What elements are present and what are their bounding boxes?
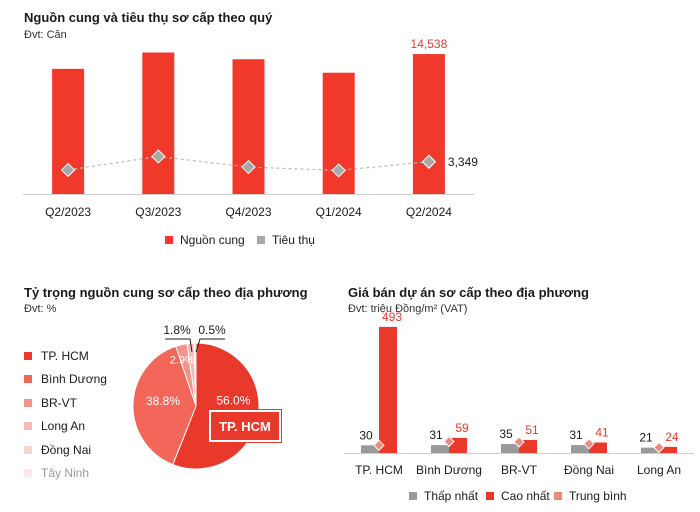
max-price-label: 51 — [525, 423, 539, 437]
x-tick-label: BR-VT — [501, 463, 538, 477]
pie-value-label: 2.9% — [170, 354, 195, 366]
sales-data-label: 3,349 — [448, 155, 478, 169]
pie-legend-label: TP. HCM — [41, 348, 89, 363]
x-tick-label: Q2/2023 — [45, 205, 91, 219]
min-price-label: 31 — [569, 428, 583, 442]
pie-legend-label: BR-VT — [41, 395, 77, 410]
avg-price-point — [513, 436, 525, 448]
pie-legend-swatch — [24, 398, 32, 407]
pie-legend-swatch — [24, 445, 32, 454]
x-tick-label: Q3/2023 — [135, 205, 181, 219]
pie-slice — [132, 345, 197, 466]
pie-value-label: 56.0% — [216, 393, 250, 407]
legend-supply: Nguồn cung — [165, 233, 245, 247]
chart1-title: Nguồn cung và tiêu thụ sơ cấp theo quý — [24, 10, 273, 25]
pie-legend-item: Long An — [24, 415, 107, 439]
pie-leader-line — [195, 338, 225, 353]
legend-supply-swatch — [165, 236, 173, 244]
min-price-label: 31 — [429, 428, 443, 442]
max-price-bar — [379, 326, 397, 453]
legend-max-swatch — [486, 492, 494, 500]
legend-max-label: Cao nhất — [501, 489, 550, 503]
pie-slice — [175, 343, 197, 407]
legend-avg-label: Trung bình — [569, 489, 627, 503]
pie-legend-swatch — [24, 375, 32, 384]
x-tick-label: Q2/2024 — [406, 205, 452, 219]
chart1-unit: Đvt: Căn — [24, 29, 67, 41]
pie-legend-item: BR-VT — [24, 391, 107, 415]
pie-legend-item: Đồng Nai — [24, 438, 107, 462]
max-price-bar — [519, 439, 537, 453]
supply-sales-chart: Q2/2023 Q3/2023 Q4/2023 Q1/2024 Q2/2024 14,53… — [23, 37, 478, 219]
legend-supply-label: Nguồn cung — [180, 233, 245, 247]
avg-price-point — [373, 439, 385, 452]
sales-point — [151, 149, 166, 164]
x-tick-label: Đồng Nai — [564, 463, 614, 477]
chart2-unit: Đvt: % — [24, 303, 57, 315]
min-price-bar — [361, 445, 379, 453]
pie-slice — [186, 342, 197, 407]
legend-sales-label: Tiêu thụ — [272, 233, 315, 247]
x-tick-label: Q1/2024 — [316, 205, 362, 219]
avg-price-point — [443, 435, 455, 448]
pie-legend-label: Bình Dương — [41, 372, 107, 387]
x-tick-label: Q4/2023 — [225, 205, 271, 219]
min-price-bar — [431, 445, 449, 453]
legend-sales-swatch — [257, 236, 265, 244]
min-price-label: 21 — [639, 431, 653, 445]
x-tick-label: Long An — [637, 463, 681, 477]
sales-point — [421, 154, 437, 169]
supply-bar — [412, 54, 445, 195]
legend-min: Thấp nhất — [409, 489, 478, 503]
chart2-title: Tỷ trọng nguồn cung sơ cấp theo địa phươ… — [24, 285, 308, 300]
supply-bar — [142, 52, 175, 195]
supply-data-label: 14,538 — [411, 37, 448, 51]
pie-legend-swatch — [24, 422, 32, 431]
legend-avg: Trung bình — [554, 489, 627, 503]
pie-slice — [193, 342, 197, 407]
min-price-bar — [641, 447, 659, 453]
chart3-title: Giá bán dự án sơ cấp theo địa phương — [348, 285, 590, 300]
max-price-bar — [449, 437, 467, 453]
pie-legend-label: Tây Ninh — [41, 466, 90, 481]
chart3-unit: Đvt: triệu Đồng/m² (VAT) — [348, 303, 468, 315]
pie-leader-line — [165, 338, 193, 353]
legend-min-swatch — [409, 492, 417, 500]
max-price-label: 24 — [665, 430, 679, 444]
legend-avg-swatch — [554, 492, 562, 500]
pie-legend-swatch — [24, 351, 32, 360]
pie-legend-item: Tây Ninh — [24, 462, 107, 486]
sales-point — [241, 159, 256, 175]
x-tick-label: Bình Dương — [416, 463, 482, 477]
min-price-label: 35 — [499, 427, 513, 441]
pie-legend-item: Bình Dương — [24, 368, 107, 392]
pie-legend: TP. HCM Bình Dương BR-VT Long An Đồng Nai Tây… — [24, 344, 107, 485]
legend-sales: Tiêu thụ — [257, 233, 315, 247]
min-price-bar — [571, 445, 589, 453]
pie-value-label: 0.5% — [198, 323, 226, 337]
pie-legend-item: TP. HCM — [24, 344, 107, 368]
min-price-bar — [501, 444, 519, 453]
pie-legend-label: Đồng Nai — [41, 442, 92, 457]
pie-legend-label: Long An — [41, 419, 86, 434]
x-tick-label: TP. HCM — [355, 463, 403, 477]
legend-min-label: Thấp nhất — [424, 489, 479, 503]
pie-value-label: 38.8% — [146, 394, 180, 408]
max-price-bar — [659, 446, 677, 453]
hcm-badge: TP. HCM — [211, 412, 279, 440]
max-price-label: 59 — [455, 421, 469, 435]
max-price-label: 41 — [595, 426, 609, 440]
pie-value-label: 1.8% — [163, 323, 191, 337]
max-price-bar — [589, 442, 607, 453]
pie-slice — [172, 342, 260, 470]
min-price-label: 30 — [359, 428, 373, 442]
sales-point — [331, 163, 346, 178]
legend-max: Cao nhất — [486, 489, 550, 503]
sales-point — [60, 162, 76, 178]
avg-price-point — [653, 441, 665, 454]
pie-legend-swatch — [24, 469, 32, 478]
avg-price-point — [583, 438, 595, 450]
